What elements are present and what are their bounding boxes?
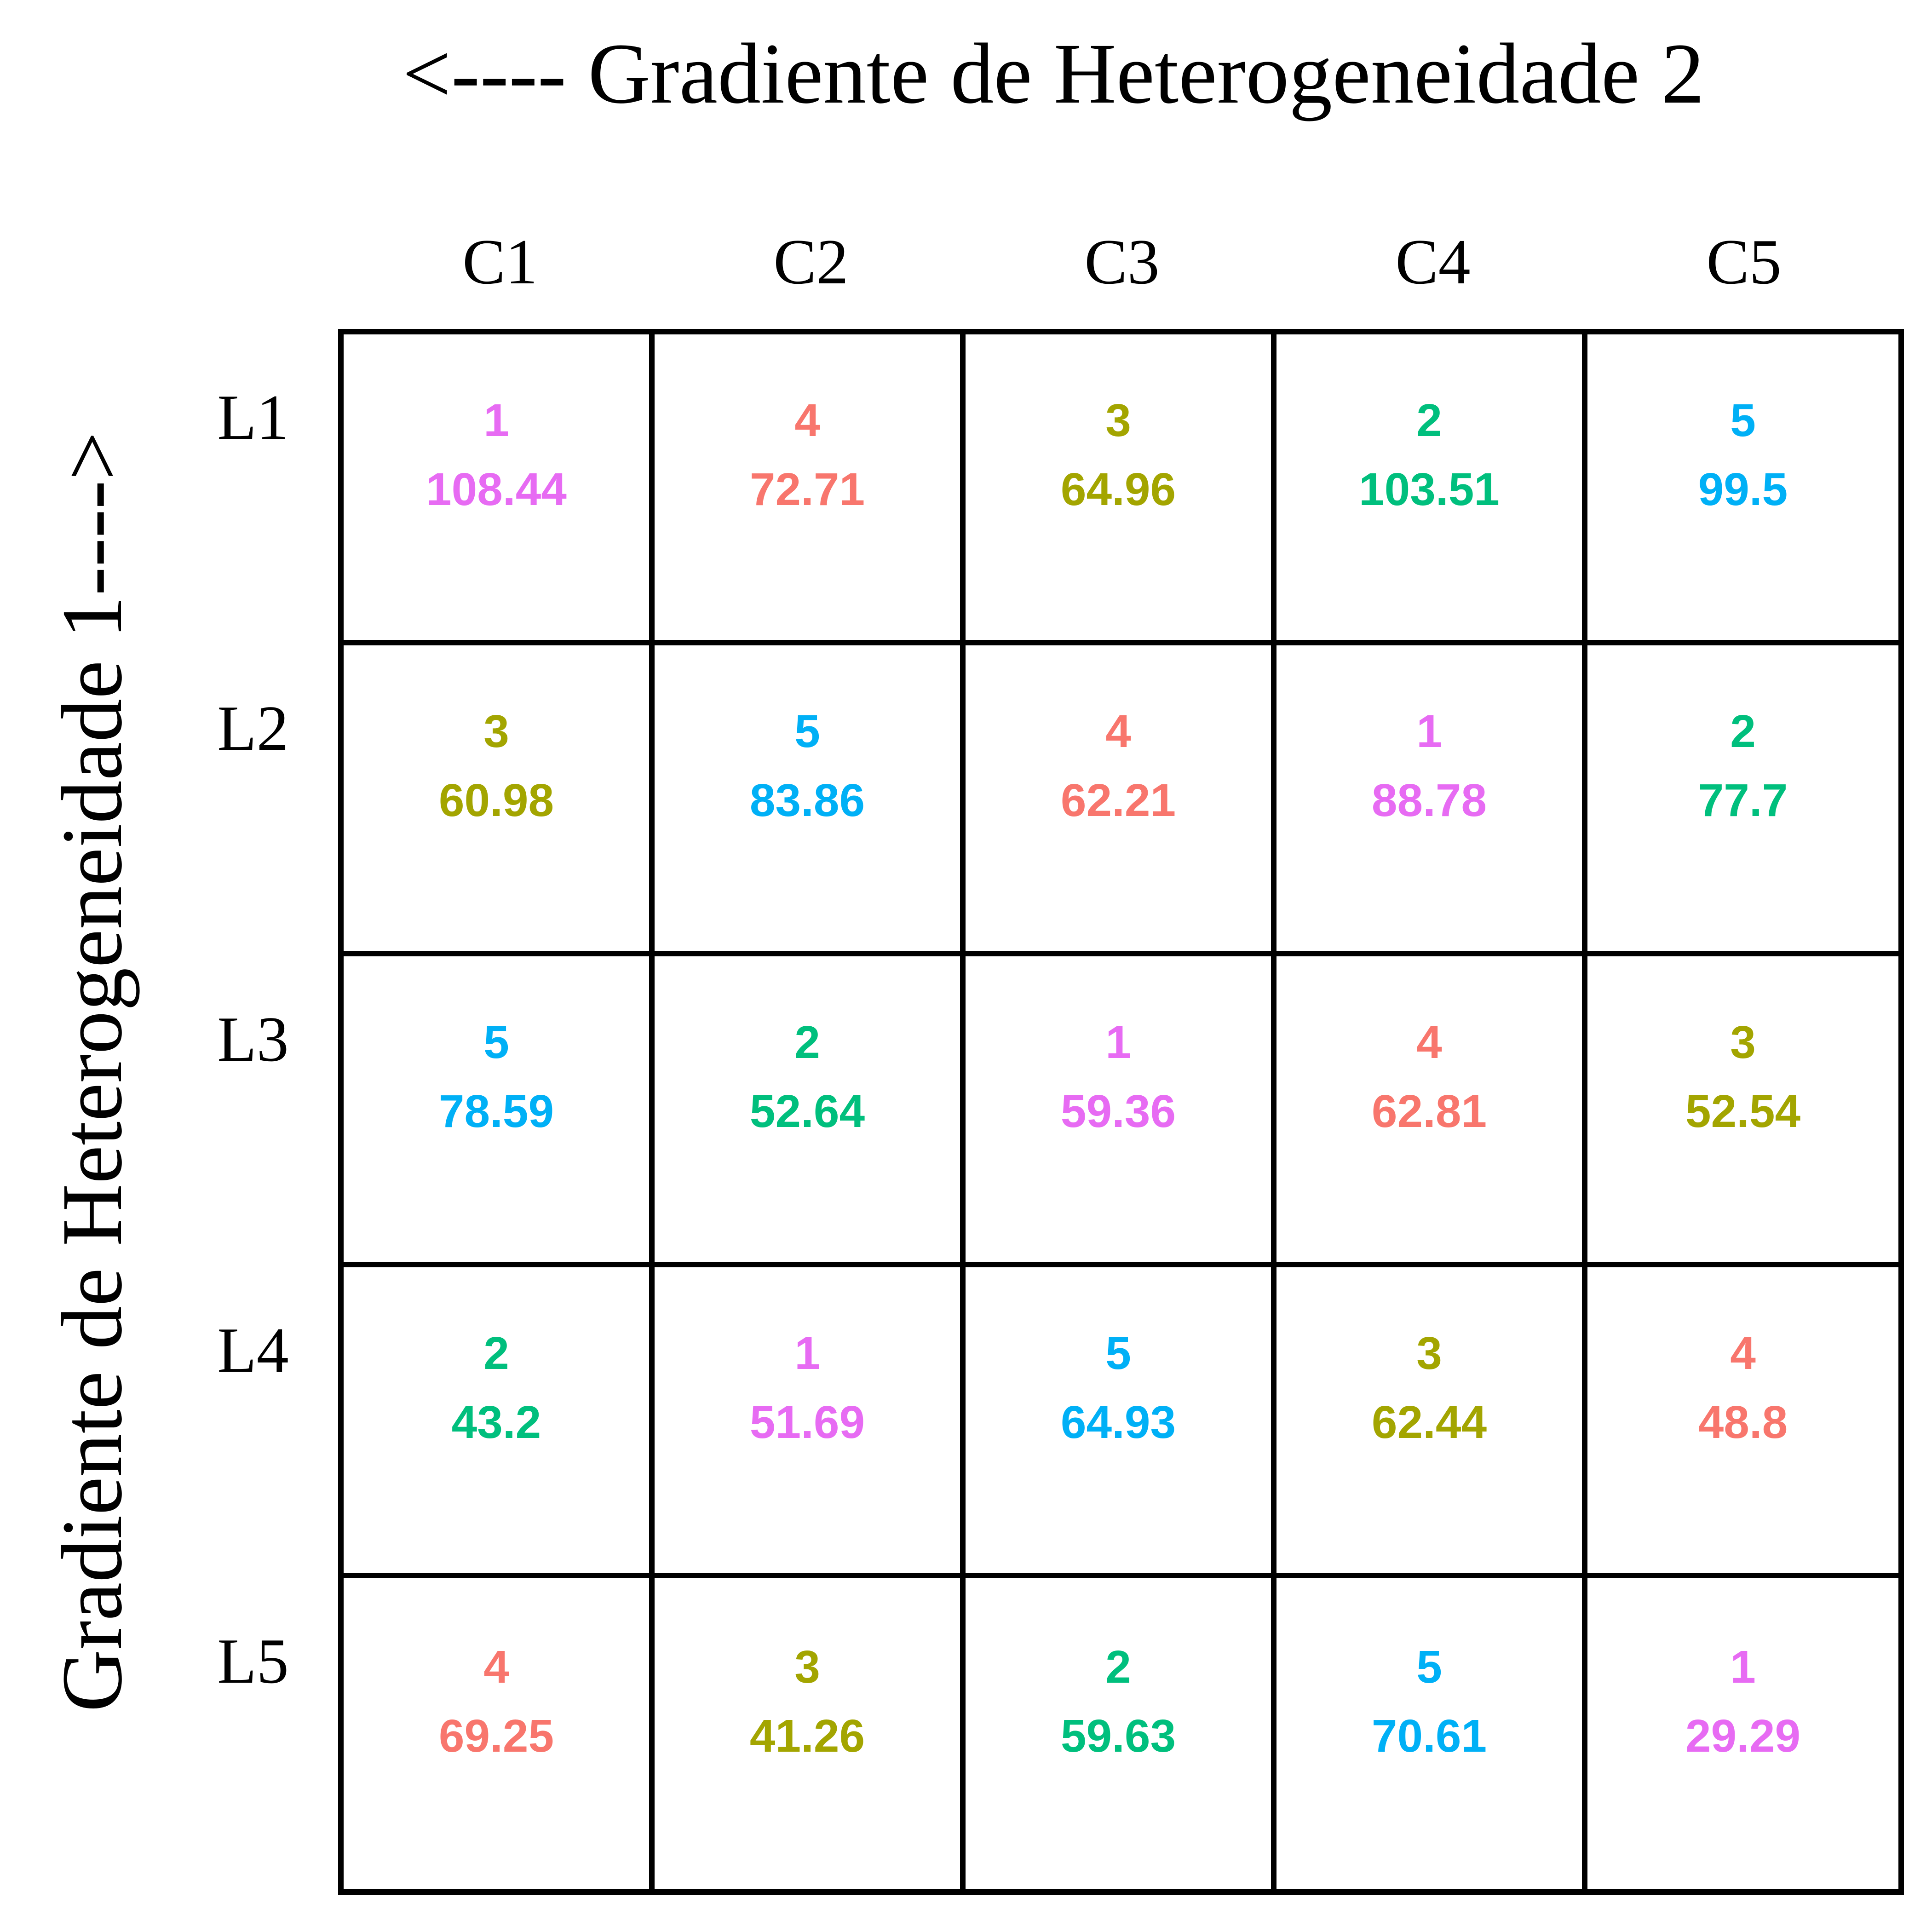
treatment-label: 2: [1105, 1641, 1131, 1693]
plot-cell: 2 103.51: [1276, 334, 1587, 645]
column-header-1: C1: [462, 226, 538, 298]
plot-cell: 1 51.69: [655, 1267, 966, 1578]
plot-value: 83.86: [749, 775, 865, 826]
plot-value: 62.21: [1060, 775, 1176, 826]
plot-cell: 5 70.61: [1276, 1578, 1587, 1889]
plot-value: 59.63: [1060, 1710, 1176, 1762]
treatment-label: 3: [1730, 1017, 1756, 1068]
treatment-label: 3: [483, 706, 509, 757]
plot-value: 108.44: [426, 464, 567, 515]
plot-cell: 1 59.36: [966, 956, 1276, 1267]
column-header-5: C5: [1706, 226, 1782, 298]
treatment-label: 1: [1730, 1641, 1756, 1693]
plot-value: 70.61: [1371, 1710, 1487, 1762]
plot-cell: 2 52.64: [655, 956, 966, 1267]
plot-value: 52.54: [1685, 1086, 1801, 1137]
treatment-label: 2: [794, 1017, 820, 1068]
plot-value: 99.5: [1698, 464, 1788, 515]
plot-value: 64.93: [1060, 1397, 1176, 1448]
plot-cell: 2 59.63: [966, 1578, 1276, 1889]
column-header-2: C2: [773, 226, 849, 298]
treatment-label: 1: [1416, 706, 1442, 757]
plot-cell: 5 78.59: [344, 956, 655, 1267]
top-gradient-title: <---- Gradiente de Heterogeneidade 2: [402, 25, 1705, 121]
treatment-label: 4: [1730, 1328, 1756, 1379]
treatment-label: 5: [794, 706, 820, 757]
treatment-label: 4: [1105, 706, 1131, 757]
plot-cell: 3 62.44: [1276, 1267, 1587, 1578]
treatment-label: 1: [794, 1328, 820, 1379]
plot-cell: 5 99.5: [1587, 334, 1898, 645]
treatment-label: 4: [1416, 1017, 1442, 1068]
row-header-4: L4: [217, 1314, 289, 1386]
plot-value: 41.26: [749, 1710, 865, 1762]
column-header-3: C3: [1084, 226, 1160, 298]
plot-cell: 2 77.7: [1587, 645, 1898, 956]
plot-value: 88.78: [1371, 775, 1487, 826]
plot-cell: 3 64.96: [966, 334, 1276, 645]
plot-cell: 1 29.29: [1587, 1578, 1898, 1889]
latin-square-grid: 1 108.44 4 72.71 3 64.96 2 103.51 5 99.5 3 60.98 5 83…: [338, 329, 1904, 1895]
plot-cell: 4 72.71: [655, 334, 966, 645]
plot-value: 62.81: [1371, 1086, 1487, 1137]
treatment-label: 1: [1105, 1017, 1131, 1068]
treatment-label: 4: [483, 1641, 509, 1693]
treatment-label: 1: [483, 395, 509, 446]
plot-value: 48.8: [1698, 1397, 1788, 1448]
plot-value: 60.98: [438, 775, 554, 826]
plot-cell: 2 43.2: [344, 1267, 655, 1578]
treatment-label: 2: [483, 1328, 509, 1379]
treatment-label: 2: [1730, 706, 1756, 757]
plot-value: 103.51: [1359, 464, 1500, 515]
treatment-label: 5: [483, 1017, 509, 1068]
row-header-1: L1: [217, 381, 289, 453]
plot-cell: 4 62.81: [1276, 956, 1587, 1267]
plot-cell: 4 62.21: [966, 645, 1276, 956]
column-header-4: C4: [1395, 226, 1471, 298]
plot-value: 78.59: [438, 1086, 554, 1137]
plot-cell: 4 69.25: [344, 1578, 655, 1889]
plot-value: 51.69: [749, 1397, 865, 1448]
plot-value: 62.44: [1371, 1397, 1487, 1448]
plot-cell: 5 83.86: [655, 645, 966, 956]
treatment-label: 5: [1730, 395, 1756, 446]
treatment-label: 3: [1416, 1328, 1442, 1379]
plot-cell: 3 60.98: [344, 645, 655, 956]
plot-value: 64.96: [1060, 464, 1176, 515]
plot-value: 29.29: [1685, 1710, 1801, 1762]
plot-value: 52.64: [749, 1086, 865, 1137]
plot-cell: 3 52.54: [1587, 956, 1898, 1267]
plot-value: 72.71: [749, 464, 865, 515]
plot-cell: 4 48.8: [1587, 1267, 1898, 1578]
plot-value: 59.36: [1060, 1086, 1176, 1137]
treatment-label: 4: [794, 395, 820, 446]
treatment-label: 5: [1105, 1328, 1131, 1379]
plot-value: 77.7: [1698, 775, 1788, 826]
plot-cell: 5 64.93: [966, 1267, 1276, 1578]
plot-cell: 3 41.26: [655, 1578, 966, 1889]
treatment-label: 3: [1105, 395, 1131, 446]
treatment-label: 3: [794, 1641, 820, 1693]
plot-cell: 1 108.44: [344, 334, 655, 645]
plot-cell: 1 88.78: [1276, 645, 1587, 956]
side-gradient-title: Gradiente de Heterogeneidade 1---->: [44, 431, 140, 1712]
treatment-label: 5: [1416, 1641, 1442, 1693]
row-header-3: L3: [217, 1003, 289, 1075]
plot-value: 43.2: [451, 1397, 541, 1448]
row-header-5: L5: [217, 1625, 289, 1697]
row-header-2: L2: [217, 692, 289, 764]
treatment-label: 2: [1416, 395, 1442, 446]
plot-value: 69.25: [438, 1710, 554, 1762]
